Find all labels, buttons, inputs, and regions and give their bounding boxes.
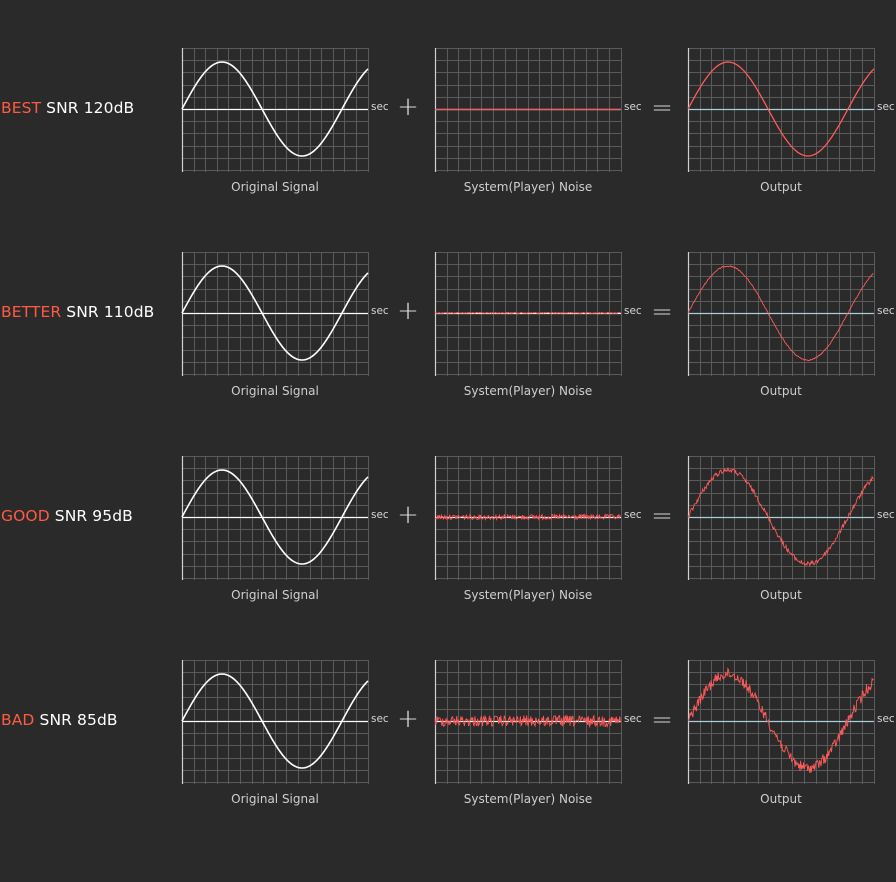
x-axis-label: sec — [371, 509, 389, 521]
output-plot-svg — [687, 48, 875, 172]
noise-plot — [434, 48, 622, 172]
noise-plot — [434, 456, 622, 580]
row-title: BAD SNR 85dB — [1, 711, 118, 729]
noise-plot — [434, 660, 622, 784]
noise-plot-svg — [434, 456, 622, 580]
equals-operator: = — [651, 93, 673, 123]
signal-caption: Original Signal — [231, 180, 319, 194]
noise-caption: System(Player) Noise — [463, 180, 593, 194]
x-axis-label: sec — [624, 101, 642, 113]
signal-plot-svg — [181, 252, 369, 376]
x-axis-label: sec — [371, 305, 389, 317]
plus-operator: + — [397, 500, 419, 530]
quality-label: BETTER — [1, 303, 62, 321]
quality-label: GOOD — [1, 507, 50, 525]
noise-caption: System(Player) Noise — [463, 384, 593, 398]
quality-label: BEST — [1, 99, 42, 117]
noise-trace — [434, 714, 621, 729]
output-wave — [687, 467, 874, 567]
x-axis-label: sec — [624, 305, 642, 317]
output-caption: Output — [760, 588, 802, 602]
signal-plot-svg — [181, 660, 369, 784]
output-wave — [687, 265, 874, 361]
equals-operator: = — [651, 297, 673, 327]
output-plot — [687, 660, 875, 784]
output-caption: Output — [760, 180, 802, 194]
x-axis-label: sec — [877, 101, 895, 113]
row-title: BEST SNR 120dB — [1, 99, 134, 117]
output-plot — [687, 456, 875, 580]
noise-caption: System(Player) Noise — [463, 792, 593, 806]
x-axis-label: sec — [877, 509, 895, 521]
x-axis-label: sec — [877, 713, 895, 725]
signal-caption: Original Signal — [231, 588, 319, 602]
signal-caption: Original Signal — [231, 792, 319, 806]
x-axis-label: sec — [371, 713, 389, 725]
noise-plot-svg — [434, 660, 622, 784]
sine-wave — [181, 265, 369, 361]
x-axis-label: sec — [624, 509, 642, 521]
output-plot — [687, 252, 875, 376]
output-wave — [687, 667, 874, 773]
plus-operator: + — [397, 296, 419, 326]
noise-plot-svg — [434, 252, 622, 376]
equals-operator: = — [651, 501, 673, 531]
plus-operator: + — [397, 704, 419, 734]
equals-operator: = — [651, 705, 673, 735]
output-plot-svg — [687, 456, 875, 580]
output-plot-svg — [687, 252, 875, 376]
sine-wave — [181, 61, 369, 157]
signal-caption: Original Signal — [231, 384, 319, 398]
row-title: BETTER SNR 110dB — [1, 303, 154, 321]
noise-plot-svg — [434, 48, 622, 172]
signal-plot — [181, 252, 369, 376]
grid — [688, 456, 875, 580]
x-axis-label: sec — [371, 101, 389, 113]
output-caption: Output — [760, 792, 802, 806]
plus-operator: + — [397, 92, 419, 122]
snr-value: SNR 85dB — [34, 711, 118, 729]
noise-trace — [434, 311, 621, 315]
sine-wave — [181, 469, 369, 565]
sine-wave — [181, 673, 369, 769]
noise-caption: System(Player) Noise — [463, 588, 593, 602]
snr-value: SNR 95dB — [49, 507, 133, 525]
quality-label: BAD — [1, 711, 35, 729]
signal-plot — [181, 48, 369, 172]
x-axis-label: sec — [877, 305, 895, 317]
output-caption: Output — [760, 384, 802, 398]
signal-plot — [181, 660, 369, 784]
row-title: GOOD SNR 95dB — [1, 507, 133, 525]
signal-plot-svg — [181, 48, 369, 172]
output-plot — [687, 48, 875, 172]
noise-trace — [434, 513, 621, 522]
signal-plot — [181, 456, 369, 580]
output-plot-svg — [687, 660, 875, 784]
snr-value: SNR 120dB — [41, 99, 135, 117]
x-axis-label: sec — [624, 713, 642, 725]
snr-value: SNR 110dB — [61, 303, 155, 321]
signal-plot-svg — [181, 456, 369, 580]
output-wave — [687, 61, 875, 157]
noise-plot — [434, 252, 622, 376]
